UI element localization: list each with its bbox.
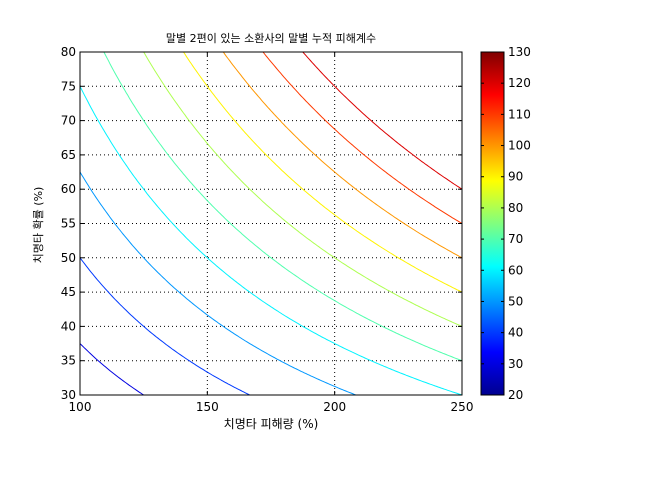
colorbar: [480, 51, 505, 396]
contour-line: [80, 429, 113, 449]
x-tick-label: 100: [69, 400, 92, 414]
x-axis: 100 150 200 250: [69, 52, 474, 414]
contour-line: [80, 86, 462, 395]
x-tick-label: 150: [196, 400, 219, 414]
colorbar-tick-label: 40: [508, 326, 523, 340]
contour-line: [103, 52, 462, 362]
y-tick-label: 75: [61, 79, 76, 93]
colorbar-tick-label: 110: [508, 107, 531, 121]
x-tick-label: 200: [323, 400, 346, 414]
contour-line: [143, 52, 462, 327]
colorbar-tick-label: 50: [508, 294, 523, 308]
y-axis-label: 치명타 확률 (%): [32, 186, 45, 264]
y-tick-label: 35: [61, 354, 76, 368]
contour-line: [80, 171, 358, 395]
contour-line: [80, 343, 145, 395]
colorbar-axis: 20 30 40 50 60 70 80 90 100 110 120 130: [481, 45, 531, 402]
colorbar-tick-label: 130: [508, 45, 531, 59]
y-tick-label: 80: [61, 45, 76, 59]
contour-line: [182, 52, 462, 293]
y-tick-label: 45: [61, 285, 76, 299]
colorbar-tick-label: 80: [508, 201, 523, 215]
colorbar-tick-label: 90: [508, 170, 523, 184]
colorbar-tick-label: 120: [508, 76, 531, 90]
colorbar-tick-label: 70: [508, 232, 523, 246]
y-tick-label: 50: [61, 251, 76, 265]
y-tick-label: 40: [61, 319, 76, 333]
y-axis: 30 35 40 45 50 55 60 65 70 75 80: [61, 45, 462, 402]
plot-area: [80, 52, 462, 395]
y-tick-label: 60: [61, 182, 76, 196]
contour-line: [302, 52, 462, 190]
contour-line: [262, 52, 462, 224]
contour-line: [80, 257, 251, 395]
y-tick-label: 65: [61, 148, 76, 162]
contour-line: [222, 52, 462, 259]
colorbar-tick-label: 30: [508, 357, 523, 371]
y-tick-label: 55: [61, 217, 76, 231]
colorbar-tick-label: 20: [508, 388, 523, 402]
chart-title: 말별 2편이 있는 소환사의 말별 누적 피해계수: [165, 32, 377, 45]
x-tick-label: 250: [451, 400, 474, 414]
y-tick-label: 70: [61, 114, 76, 128]
y-tick-label: 30: [61, 388, 76, 402]
colorbar-tick-label: 60: [508, 263, 523, 277]
x-axis-label: 치명타 피해량 (%): [223, 417, 319, 431]
contour-lines: [80, 52, 462, 449]
colorbar-tick-label: 100: [508, 139, 531, 153]
